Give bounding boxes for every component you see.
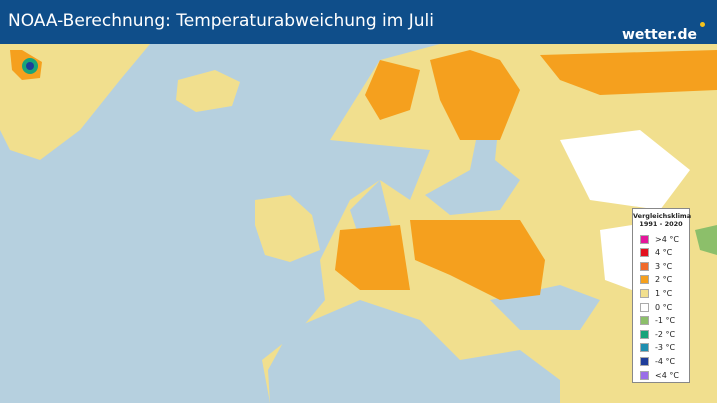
legend-entry: 0 °C <box>640 302 672 312</box>
north-sea <box>350 180 392 240</box>
legend-label: -3 °C <box>655 343 676 353</box>
legend-swatch <box>640 370 649 380</box>
warm-area <box>430 50 520 140</box>
cool-area <box>695 225 717 255</box>
legend-entry: -4 °C <box>640 356 675 366</box>
logo: wetter.de <box>621 27 697 43</box>
neutral-area <box>600 225 632 290</box>
legend-label: 1 °C <box>655 288 673 298</box>
legend-entry: 1 °C <box>640 288 672 298</box>
legend-label: <4 °C <box>655 370 679 380</box>
legend-label: >4 °C <box>655 234 679 244</box>
legend-title: Vergleichsklima <box>633 212 692 220</box>
cold-area <box>26 62 34 70</box>
neutral-area <box>560 130 690 210</box>
legend-entry: 2 °C <box>640 275 672 285</box>
legend-entry: >4 °C <box>640 234 679 244</box>
warm-area <box>335 225 410 290</box>
legend-swatch <box>640 316 649 326</box>
legend-swatch <box>640 288 649 298</box>
iceland <box>176 70 240 112</box>
legend-label: 3 °C <box>655 261 673 271</box>
legend-label: -1 °C <box>655 316 676 326</box>
legend-label: 0 °C <box>655 302 673 312</box>
legend-entry: 3 °C <box>640 261 672 271</box>
mediterranean <box>268 300 560 403</box>
britain <box>255 195 320 262</box>
logo-dot <box>700 22 705 27</box>
legend-swatch <box>640 261 649 271</box>
warm-area <box>540 50 717 95</box>
legend-swatch <box>640 275 649 285</box>
warm-area <box>410 220 545 300</box>
legend-label: 4 °C <box>655 248 673 258</box>
legend-label: -4 °C <box>655 356 676 366</box>
legend-entry: -2 °C <box>640 329 675 339</box>
legend-label: -2 °C <box>655 329 676 339</box>
legend-entry: <4 °C <box>640 370 679 380</box>
legend-entry: -3 °C <box>640 343 675 353</box>
legend-swatch <box>640 234 649 244</box>
legend-swatch <box>640 356 649 366</box>
legend-swatch <box>640 329 649 339</box>
legend-swatch <box>640 343 649 353</box>
legend-entry: -1 °C <box>640 316 675 326</box>
legend: Vergleichsklima 1991 - 2020 >4 °C 4 °C 3 °… <box>632 208 692 383</box>
title: NOAA-Berechnung: Temperaturabweichung im… <box>8 11 434 31</box>
legend-swatch <box>640 302 649 312</box>
legend-label: 2 °C <box>655 275 673 285</box>
warm-area <box>365 60 420 120</box>
legend-swatch <box>640 248 649 258</box>
legend-subtitle: 1991 - 2020 <box>639 220 683 228</box>
header: NOAA-Berechnung: Temperaturabweichung im… <box>0 0 717 44</box>
legend-entry: 4 °C <box>640 248 672 258</box>
